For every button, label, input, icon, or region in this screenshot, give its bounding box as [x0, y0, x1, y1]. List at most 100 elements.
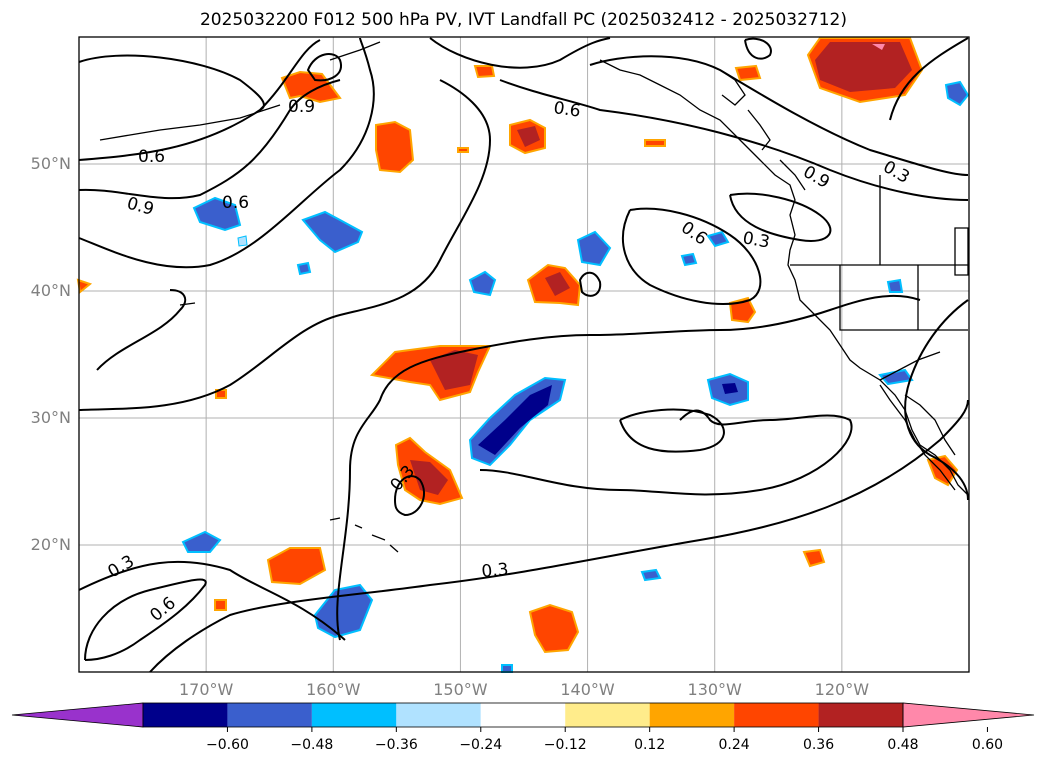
- negative-blob: [478, 385, 552, 455]
- colorbar-segment: [480, 703, 566, 727]
- contour-line: [78, 37, 375, 269]
- aleutian-islands: [99, 41, 381, 141]
- negative-blob: [192, 196, 242, 232]
- lat-tick-label: 50°N: [30, 154, 71, 173]
- contour-label: 0.3: [481, 560, 510, 582]
- negative-blob: [501, 664, 513, 673]
- contour-line: [78, 79, 492, 411]
- contour-label: 0.9: [288, 97, 315, 117]
- contour-label: 0.6: [138, 147, 165, 167]
- contour-line: [499, 79, 969, 201]
- positive-blob: [430, 350, 478, 390]
- colorbar-segment: [818, 703, 903, 727]
- contour-line: [78, 54, 265, 111]
- colorbar-segment: [649, 703, 735, 727]
- contour-line: [78, 39, 321, 161]
- map-title: 2025032200 F012 500 hPa PV, IVT Landfall…: [199, 10, 847, 30]
- contour-line: [84, 578, 207, 661]
- lat-tick-label: 30°N: [30, 408, 71, 427]
- contour-label: 0.6: [222, 193, 249, 213]
- lon-tick-label: 150°W: [433, 680, 488, 699]
- positive-blob: [528, 603, 580, 654]
- contour-line: [729, 192, 832, 242]
- contour-label: 0.3: [105, 551, 138, 582]
- positive-blob: [215, 389, 227, 399]
- colorbar-tick-label: −0.36: [374, 737, 418, 753]
- contour-label: 0.6: [552, 98, 582, 122]
- positive-blob: [266, 547, 327, 586]
- colorbar-tick-label: −0.60: [205, 737, 249, 753]
- contour-line: [904, 299, 969, 501]
- negative-blob: [468, 270, 497, 297]
- bc-islands: [719, 69, 806, 191]
- positive-blob: [802, 548, 826, 568]
- contour-label: 0.3: [741, 228, 771, 252]
- negative-blob: [640, 568, 662, 582]
- positive-blob: [872, 44, 885, 50]
- contour-line: [78, 79, 341, 200]
- baja-coast: [879, 384, 956, 491]
- colorbar-tick-label: 0.60: [971, 737, 1004, 753]
- colorbar-tick-label: −0.24: [459, 737, 503, 753]
- positive-blob: [926, 454, 959, 487]
- contour-line: [149, 399, 969, 673]
- positive-blob: [815, 42, 912, 92]
- positive-blob: [457, 147, 469, 153]
- colorbar-extend-high: [902, 702, 1035, 728]
- lon-tick-label: 130°W: [687, 680, 742, 699]
- negative-blob: [301, 210, 364, 254]
- colorbar-segment: [734, 703, 819, 727]
- contour-label: 0.6: [146, 593, 180, 626]
- colorbar-tick-label: −0.12: [543, 737, 587, 753]
- contour-line: [578, 271, 602, 297]
- negative-blob: [706, 230, 730, 248]
- positive-blob: [545, 272, 570, 296]
- colorbar-tick-label: 0.36: [802, 737, 835, 753]
- contour-line: [394, 475, 425, 517]
- contour-line: [429, 37, 611, 69]
- contour-line: [589, 55, 969, 176]
- colorbar-extend-low: [11, 702, 144, 728]
- lon-tick-label: 160°W: [306, 680, 361, 699]
- lon-tick-label: 140°W: [560, 680, 615, 699]
- contour-line: [96, 289, 187, 371]
- lon-tick-label: 120°W: [814, 680, 870, 699]
- positive-blob: [375, 120, 415, 174]
- map-frame: [78, 36, 970, 673]
- gridlines: [79, 37, 969, 672]
- colorbar-segment: [565, 703, 650, 727]
- us-border-lines: [790, 175, 969, 331]
- colorbar-tick-label: 0.12: [634, 737, 666, 753]
- negative-blob: [722, 383, 738, 394]
- colorbar-segment: [227, 703, 312, 727]
- hawaii-islands: [179, 302, 399, 553]
- border-line: [879, 351, 941, 381]
- positive-blob: [214, 599, 227, 611]
- contour-line: [619, 408, 725, 453]
- contour-line: [889, 37, 969, 121]
- negative-blob: [886, 278, 904, 293]
- negative-blob: [237, 235, 248, 247]
- contour-line: [336, 294, 921, 641]
- positive-blob: [76, 278, 93, 294]
- contour-line: [744, 37, 772, 60]
- coastlines: [99, 41, 969, 553]
- positive-anomalies: [76, 37, 959, 654]
- negative-blob: [576, 230, 612, 267]
- contour-line: [621, 207, 762, 306]
- lon-tick-label: 170°W: [178, 680, 234, 699]
- colorbar: [11, 702, 1035, 732]
- positive-blob: [644, 139, 666, 147]
- negative-blob: [181, 530, 222, 553]
- north-america-coast: [599, 59, 969, 496]
- contour-line: [306, 53, 342, 82]
- colorbar-tick-label: 0.24: [718, 737, 750, 753]
- colorbar-tick-label: −0.48: [290, 737, 334, 753]
- positive-blob: [517, 126, 540, 147]
- negative-blob: [296, 261, 312, 276]
- negative-blob: [944, 80, 970, 107]
- positive-blob: [734, 64, 762, 82]
- colorbar-frame: [142, 702, 904, 728]
- gulf-california-coast: [904, 394, 956, 456]
